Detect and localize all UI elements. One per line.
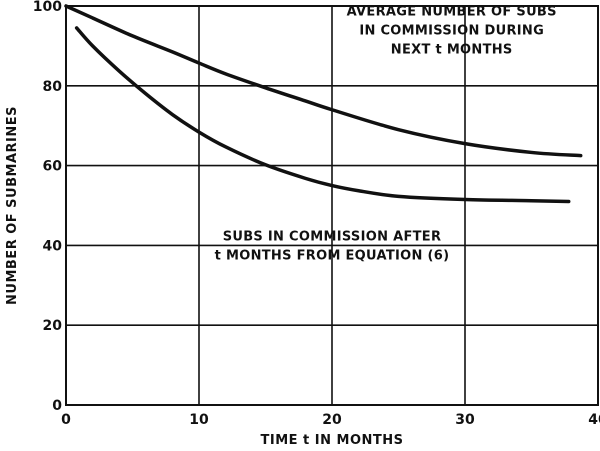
y-axis-title: NUMBER OF SUBMARINES <box>5 106 20 305</box>
x-tick-label: 10 <box>189 412 209 428</box>
y-tick-label: 40 <box>43 238 63 254</box>
annotation-line: t MONTHS FROM EQUATION (6) <box>215 249 450 264</box>
plot-frame <box>65 5 599 406</box>
y-tick-label: 0 <box>52 398 62 414</box>
annotation-line: IN COMMISSION DURING <box>359 24 544 39</box>
x-tick-label: 0 <box>61 412 71 428</box>
y-tick-label: 20 <box>43 318 63 334</box>
grid <box>65 5 599 406</box>
average-subs-curve <box>64 4 583 158</box>
y-tick-labels: 0 20 40 60 80 100 <box>33 0 62 414</box>
annotation-line: NEXT t MONTHS <box>391 43 513 58</box>
x-tick-label: 20 <box>322 412 342 428</box>
x-tick-label: 40 <box>588 412 600 428</box>
annotations: AVERAGE NUMBER OF SUBS IN COMMISSION DURI… <box>215 5 557 264</box>
x-tick-label: 30 <box>455 412 475 428</box>
y-tick-label: 80 <box>43 79 63 95</box>
x-tick-labels: 0 10 20 30 40 <box>61 412 600 428</box>
y-tick-label: 100 <box>33 0 62 15</box>
annotation-line: SUBS IN COMMISSION AFTER <box>223 230 442 245</box>
annotation-line: AVERAGE NUMBER OF SUBS <box>347 5 557 20</box>
y-tick-label: 60 <box>43 159 63 175</box>
x-axis-title: TIME t IN MONTHS <box>260 433 403 448</box>
series-group <box>64 4 583 204</box>
subs-after-t-curve <box>74 26 571 204</box>
annotation-average-subs: AVERAGE NUMBER OF SUBS IN COMMISSION DURI… <box>347 5 557 58</box>
annotation-subs-after-t: SUBS IN COMMISSION AFTER t MONTHS FROM EQ… <box>215 230 450 264</box>
